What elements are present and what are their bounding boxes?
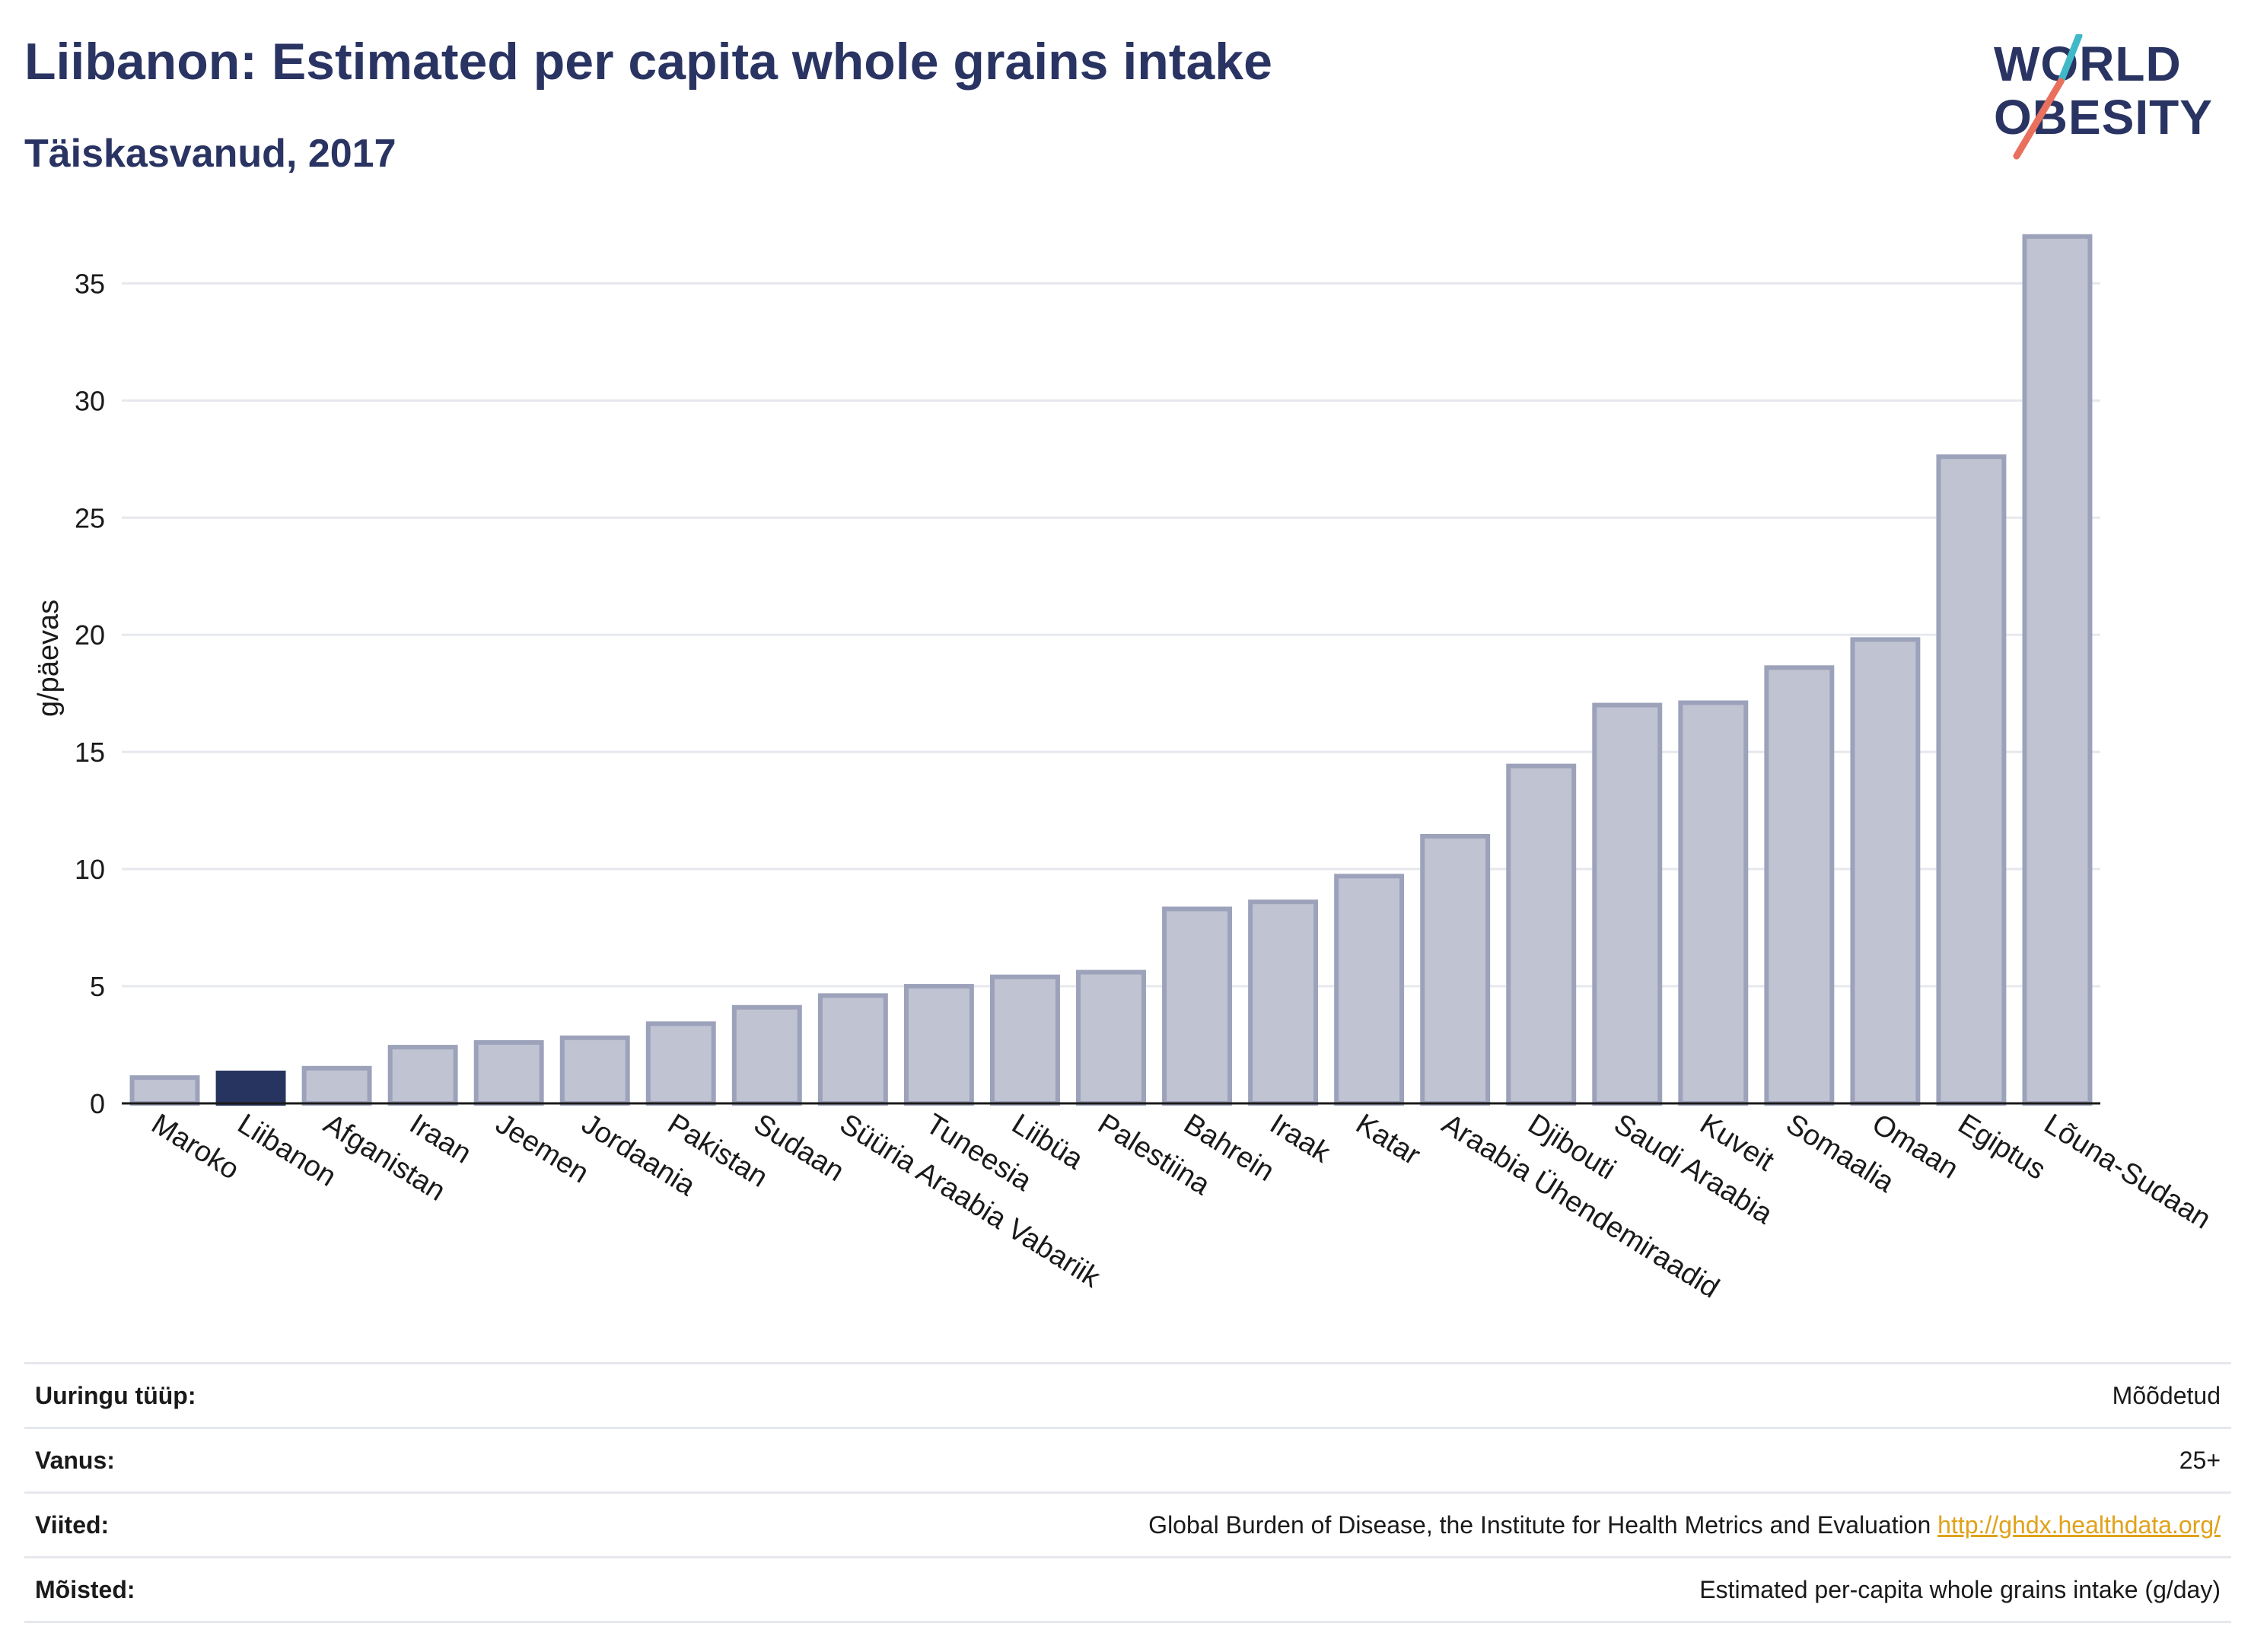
- page-title: Liibanon: Estimated per capita whole gra…: [24, 33, 1272, 91]
- bar: [817, 993, 888, 1106]
- meta-key: Vanus:: [35, 1446, 115, 1474]
- x-tick-label: Liibanon: [232, 1108, 342, 1193]
- logo-line-1: WORLD: [1994, 37, 2182, 91]
- bar: [129, 1075, 200, 1106]
- y-tick-label: 35: [75, 268, 105, 299]
- y-tick-label: 10: [75, 854, 105, 885]
- x-tick-label: Katar: [1350, 1108, 1426, 1172]
- y-tick-label: 5: [90, 971, 105, 1002]
- bar: [1678, 700, 1749, 1106]
- x-tick-label: Egiptus: [1953, 1108, 2052, 1186]
- meta-value: 25+: [2179, 1446, 2221, 1474]
- bar-chart: 05101520253035g/päevasMarokoLiibanonAfga…: [33, 234, 2217, 1304]
- y-tick-label: 15: [75, 737, 105, 768]
- bar: [1506, 763, 1577, 1106]
- meta-row-age: Vanus: 25+: [24, 1427, 2231, 1491]
- page-subtitle: Täiskasvanud, 2017: [24, 132, 396, 176]
- bar: [1162, 906, 1232, 1106]
- x-tick-label: Maroko: [146, 1108, 245, 1186]
- metadata-table: Uuringu tüüp: Mõõdetud Vanus: 25+ Viited…: [24, 1362, 2231, 1623]
- meta-row-survey-type: Uuringu tüüp: Mõõdetud: [24, 1362, 2231, 1427]
- y-tick-label: 0: [90, 1088, 105, 1119]
- reference-text: Global Burden of Disease, the Institute …: [1148, 1510, 1931, 1539]
- bar: [2022, 234, 2093, 1106]
- bar: [1420, 834, 1491, 1106]
- world-obesity-logo: WORLD OBESITY: [1994, 34, 2237, 164]
- meta-key: Uuringu tüüp:: [35, 1381, 196, 1409]
- bar: [903, 984, 974, 1106]
- meta-value: Estimated per-capita whole grains intake…: [1699, 1575, 2221, 1603]
- bar: [731, 1004, 802, 1106]
- bar: [301, 1065, 372, 1106]
- meta-row-definitions: Mõisted: Estimated per-capita whole grai…: [24, 1556, 2231, 1623]
- bar: [990, 974, 1060, 1106]
- bar: [1764, 665, 1835, 1106]
- bar: [1334, 874, 1405, 1106]
- bar: [1936, 454, 2007, 1106]
- bar: [1076, 969, 1146, 1106]
- bar: [559, 1035, 630, 1106]
- logo-slash-icon: [2013, 34, 2083, 160]
- bar: [1248, 899, 1319, 1106]
- bar: [473, 1039, 544, 1106]
- y-tick-label: 30: [75, 385, 105, 416]
- bar: [387, 1045, 458, 1106]
- bar: [1592, 702, 1663, 1106]
- y-tick-label: 20: [75, 619, 105, 651]
- y-axis-title: g/päevas: [33, 600, 65, 717]
- y-tick-label: 25: [75, 502, 105, 533]
- bar: [1850, 637, 1921, 1106]
- bar: [645, 1021, 716, 1106]
- meta-value: Mõõdetud: [2112, 1381, 2221, 1409]
- meta-row-references: Viited: Global Burden of Disease, the In…: [24, 1491, 2231, 1556]
- meta-key: Viited:: [35, 1510, 110, 1539]
- x-tick-label: Jeemen: [490, 1108, 594, 1189]
- meta-value-references: Global Burden of Disease, the Institute …: [1148, 1511, 2231, 1539]
- x-tick-label: Lõuna-Sudaan: [2039, 1108, 2217, 1236]
- meta-key: Mõisted:: [35, 1575, 135, 1603]
- reference-link[interactable]: http://ghdx.healthdata.org/: [1937, 1510, 2221, 1539]
- bar-highlighted: [215, 1070, 286, 1106]
